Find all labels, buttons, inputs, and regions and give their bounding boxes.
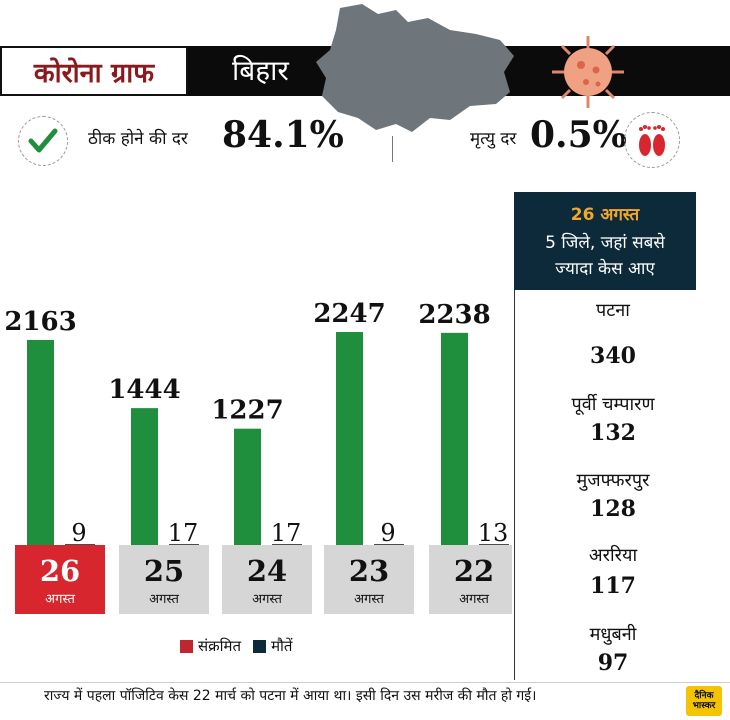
deaths-swatch bbox=[253, 639, 267, 653]
date-month: अगस्त bbox=[45, 592, 75, 607]
district-cases: 117 bbox=[590, 573, 636, 599]
recovery-rate-value: 84.1% bbox=[222, 114, 344, 156]
infected-bar bbox=[441, 332, 468, 545]
cases-bar-chart: 2163 9 26 अगस्त 1444 17 25 अगस्त 1227 17 24 अगस्त 22… bbox=[4, 299, 512, 614]
dainik-bhaskar-logo: दैनिक भास्कर bbox=[686, 686, 722, 716]
date-box bbox=[429, 545, 512, 614]
infected-value-label: 1444 bbox=[108, 375, 180, 405]
infected-value-label: 1227 bbox=[211, 396, 283, 426]
panel-date: 26 अगस्त bbox=[570, 205, 640, 225]
district-name: पूर्वी चम्पारण bbox=[571, 394, 655, 415]
infected-bar bbox=[131, 408, 158, 545]
district-cases: 132 bbox=[590, 420, 636, 446]
legend-infected-label: संक्रमित bbox=[198, 637, 242, 655]
page-title: कोरोना ग्राफ bbox=[33, 57, 155, 89]
date-box bbox=[119, 545, 209, 614]
state-name: बिहार bbox=[232, 54, 289, 87]
date-box bbox=[324, 545, 414, 614]
date-box bbox=[15, 545, 105, 614]
date-number: 24 bbox=[247, 554, 287, 588]
district-cases: 97 bbox=[597, 650, 629, 676]
date-number: 25 bbox=[144, 554, 184, 588]
infected-value-label: 2238 bbox=[418, 300, 490, 330]
title-box: कोरोना ग्राफ bbox=[0, 46, 188, 96]
district-name: मुजफ्फरपुर bbox=[576, 470, 650, 491]
infected-swatch bbox=[180, 639, 193, 653]
panel-divider bbox=[514, 290, 515, 680]
date-month: अगस्त bbox=[252, 592, 282, 607]
death-value-label: 13 bbox=[478, 519, 509, 547]
map-pointer-line bbox=[392, 136, 393, 162]
check-icon bbox=[18, 116, 68, 166]
footer-divider bbox=[0, 682, 730, 683]
legend-infected: संक्रमित bbox=[180, 636, 241, 656]
district-name: पटना bbox=[596, 300, 630, 321]
infected-bar bbox=[234, 428, 261, 545]
date-month: अगस्त bbox=[354, 592, 384, 607]
panel-subtitle: 5 जिले, जहां सबसे ज्यादा केस आए bbox=[545, 233, 665, 279]
legend-deaths: मौतें bbox=[253, 636, 292, 656]
footer-note: राज्य में पहला पॉजिटिव केस 22 मार्च को प… bbox=[44, 688, 537, 704]
district-cases: 340 bbox=[590, 343, 636, 369]
death-value-label: 9 bbox=[380, 519, 395, 547]
death-rate-label: मृत्यु दर bbox=[470, 129, 517, 149]
virus-icon bbox=[552, 36, 624, 108]
district-name: मधुबनी bbox=[589, 624, 637, 645]
chart-legend: संक्रमित मौतें bbox=[180, 636, 304, 656]
infected-value-label: 2247 bbox=[313, 299, 385, 329]
legend-deaths-label: मौतें bbox=[271, 637, 293, 655]
bihar-map-icon bbox=[316, 4, 514, 132]
districts-panel-header: 26 अगस्त 5 जिले, जहां सबसे ज्यादा केस आए bbox=[514, 192, 696, 290]
footprints-icon bbox=[624, 112, 680, 168]
infected-bar bbox=[336, 332, 363, 545]
death-value-label: 17 bbox=[168, 519, 199, 547]
infected-bar bbox=[27, 339, 54, 545]
date-number: 22 bbox=[454, 554, 494, 588]
district-name: अररिया bbox=[588, 545, 638, 566]
death-value-label: 9 bbox=[71, 519, 86, 547]
district-cases: 128 bbox=[590, 496, 636, 522]
recovery-rate-label: ठीक होने की दर bbox=[88, 129, 188, 149]
death-rate-value: 0.5% bbox=[530, 114, 627, 156]
date-month: अगस्त bbox=[459, 592, 489, 607]
infected-value-label: 2163 bbox=[4, 307, 76, 337]
date-number: 26 bbox=[40, 554, 80, 588]
death-value-label: 17 bbox=[271, 519, 302, 547]
date-number: 23 bbox=[349, 554, 389, 588]
date-month: अगस्त bbox=[149, 592, 179, 607]
date-box bbox=[222, 545, 312, 614]
